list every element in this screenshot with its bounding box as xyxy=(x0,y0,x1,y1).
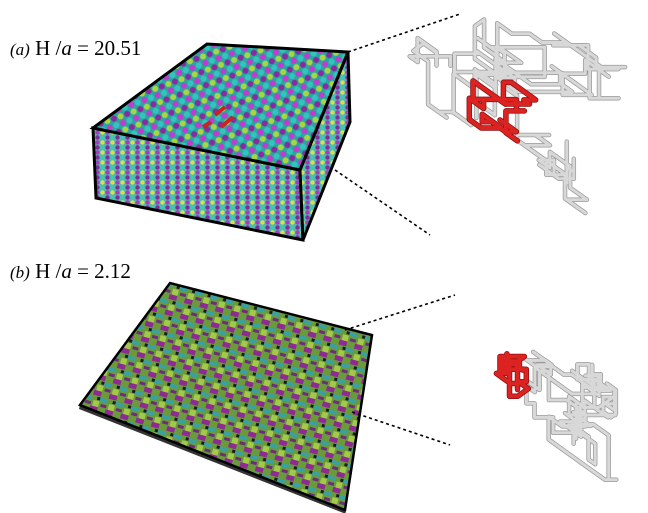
box-a xyxy=(93,44,350,240)
panel-a-label: (a) H /a = 20.51 xyxy=(10,36,141,60)
chain-a xyxy=(410,20,625,214)
figure: (a) H /a = 20.51 (b) H /a = 2.12 xyxy=(0,0,648,513)
value: = 20.51 xyxy=(77,36,141,60)
scale: a xyxy=(61,259,72,283)
quantity: H / xyxy=(35,36,61,60)
scale: a xyxy=(61,36,72,60)
tag: (b) xyxy=(10,263,30,282)
slab-b xyxy=(79,283,372,513)
chain-b xyxy=(496,352,616,480)
value: = 2.12 xyxy=(77,259,131,283)
panel-b-label: (b) H /a = 2.12 xyxy=(10,259,131,283)
tag: (a) xyxy=(10,40,30,59)
quantity: H / xyxy=(35,259,61,283)
